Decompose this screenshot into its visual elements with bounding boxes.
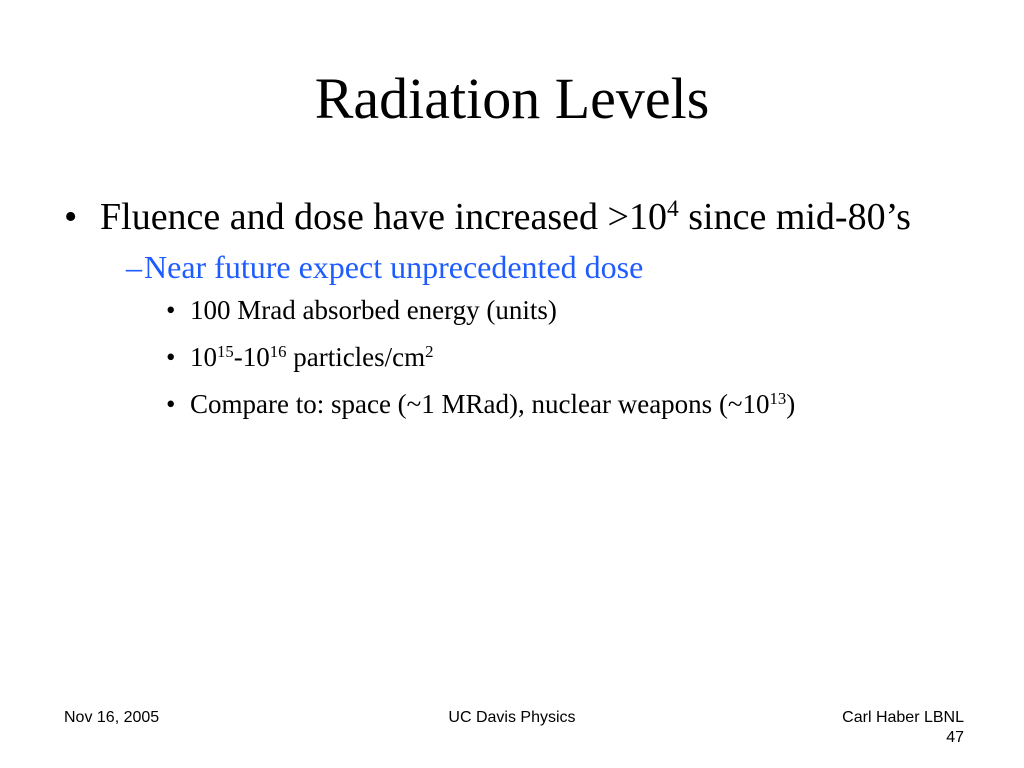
footer-author: Carl Haber LBNL	[842, 709, 964, 726]
slide-body: • Fluence and dose have increased >104 s…	[64, 196, 944, 436]
bullet-fluence-text: Fluence and dose have increased >10	[100, 196, 667, 238]
footer-author-page: Carl Haber LBNL 47	[842, 708, 964, 748]
detail-absorbed-energy: • 100 Mrad absorbed energy (units)	[166, 295, 944, 325]
exponent: 2	[425, 341, 434, 361]
bullet-icon: •	[64, 196, 78, 238]
fluence-base-low: 10	[190, 342, 217, 372]
bullet-icon: •	[166, 389, 176, 419]
footer-venue: UC Davis Physics	[448, 709, 576, 726]
bullet-icon: •	[166, 342, 176, 372]
bullet-fluence: • Fluence and dose have increased >104 s…	[64, 196, 944, 239]
exponent: 15	[217, 341, 234, 361]
footer-date: Nov 16, 2005	[64, 709, 160, 726]
bullet-fluence-text-end: since mid-80’s	[678, 196, 911, 238]
exponent: 16	[269, 341, 287, 361]
sub-bullet-future-dose-text: Near future expect unprecedented dose	[144, 249, 644, 285]
fluence-base-high: -10	[233, 342, 270, 372]
detail-comparison-text-end: )	[786, 389, 796, 419]
bullet-icon: •	[166, 295, 176, 325]
detail-comparison-text: Compare to: space (~1 MRad), nuclear wea…	[190, 389, 770, 419]
exponent: 4	[666, 196, 679, 223]
fluence-unit: particles/cm	[286, 342, 426, 372]
detail-comparison: • Compare to: space (~1 MRad), nuclear w…	[166, 389, 944, 419]
sub-bullet-future-dose: – Near future expect unprecedented dose	[126, 249, 944, 285]
dash-icon: –	[126, 249, 142, 285]
slide-title: Radiation Levels	[314, 66, 710, 131]
detail-absorbed-energy-text: 100 Mrad absorbed energy (units)	[190, 295, 557, 325]
detail-particle-fluence: • 1015-1016 particles/cm2	[166, 342, 944, 372]
page-number: 47	[946, 729, 964, 746]
exponent: 13	[769, 388, 787, 408]
